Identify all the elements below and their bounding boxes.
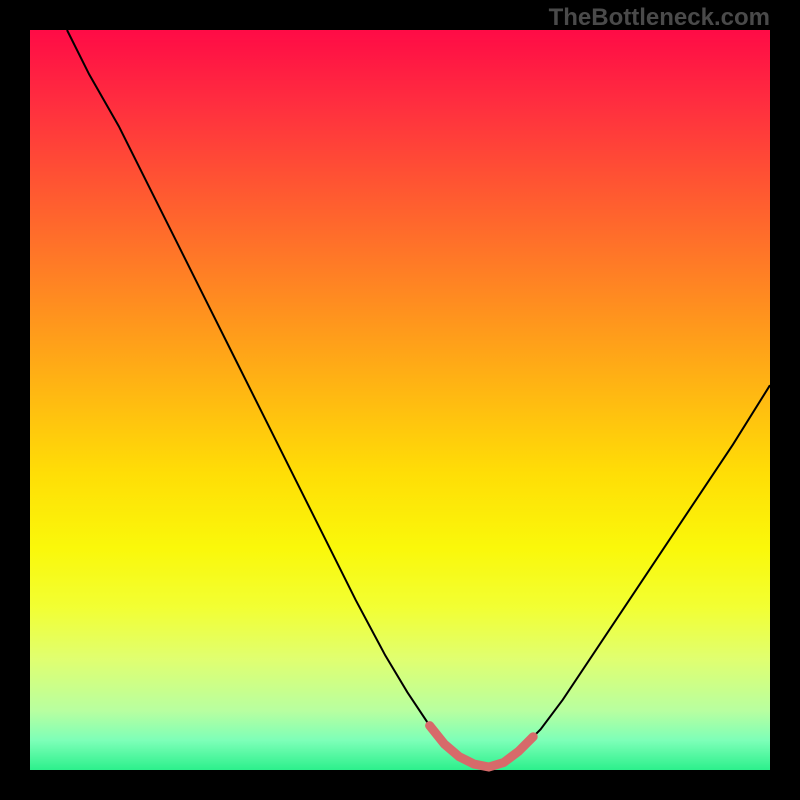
highlight-segment xyxy=(430,726,534,767)
watermark-text: TheBottleneck.com xyxy=(549,4,770,32)
curve-layer xyxy=(0,0,800,800)
main-curve xyxy=(67,30,770,767)
chart-container: TheBottleneck.com xyxy=(0,0,800,800)
